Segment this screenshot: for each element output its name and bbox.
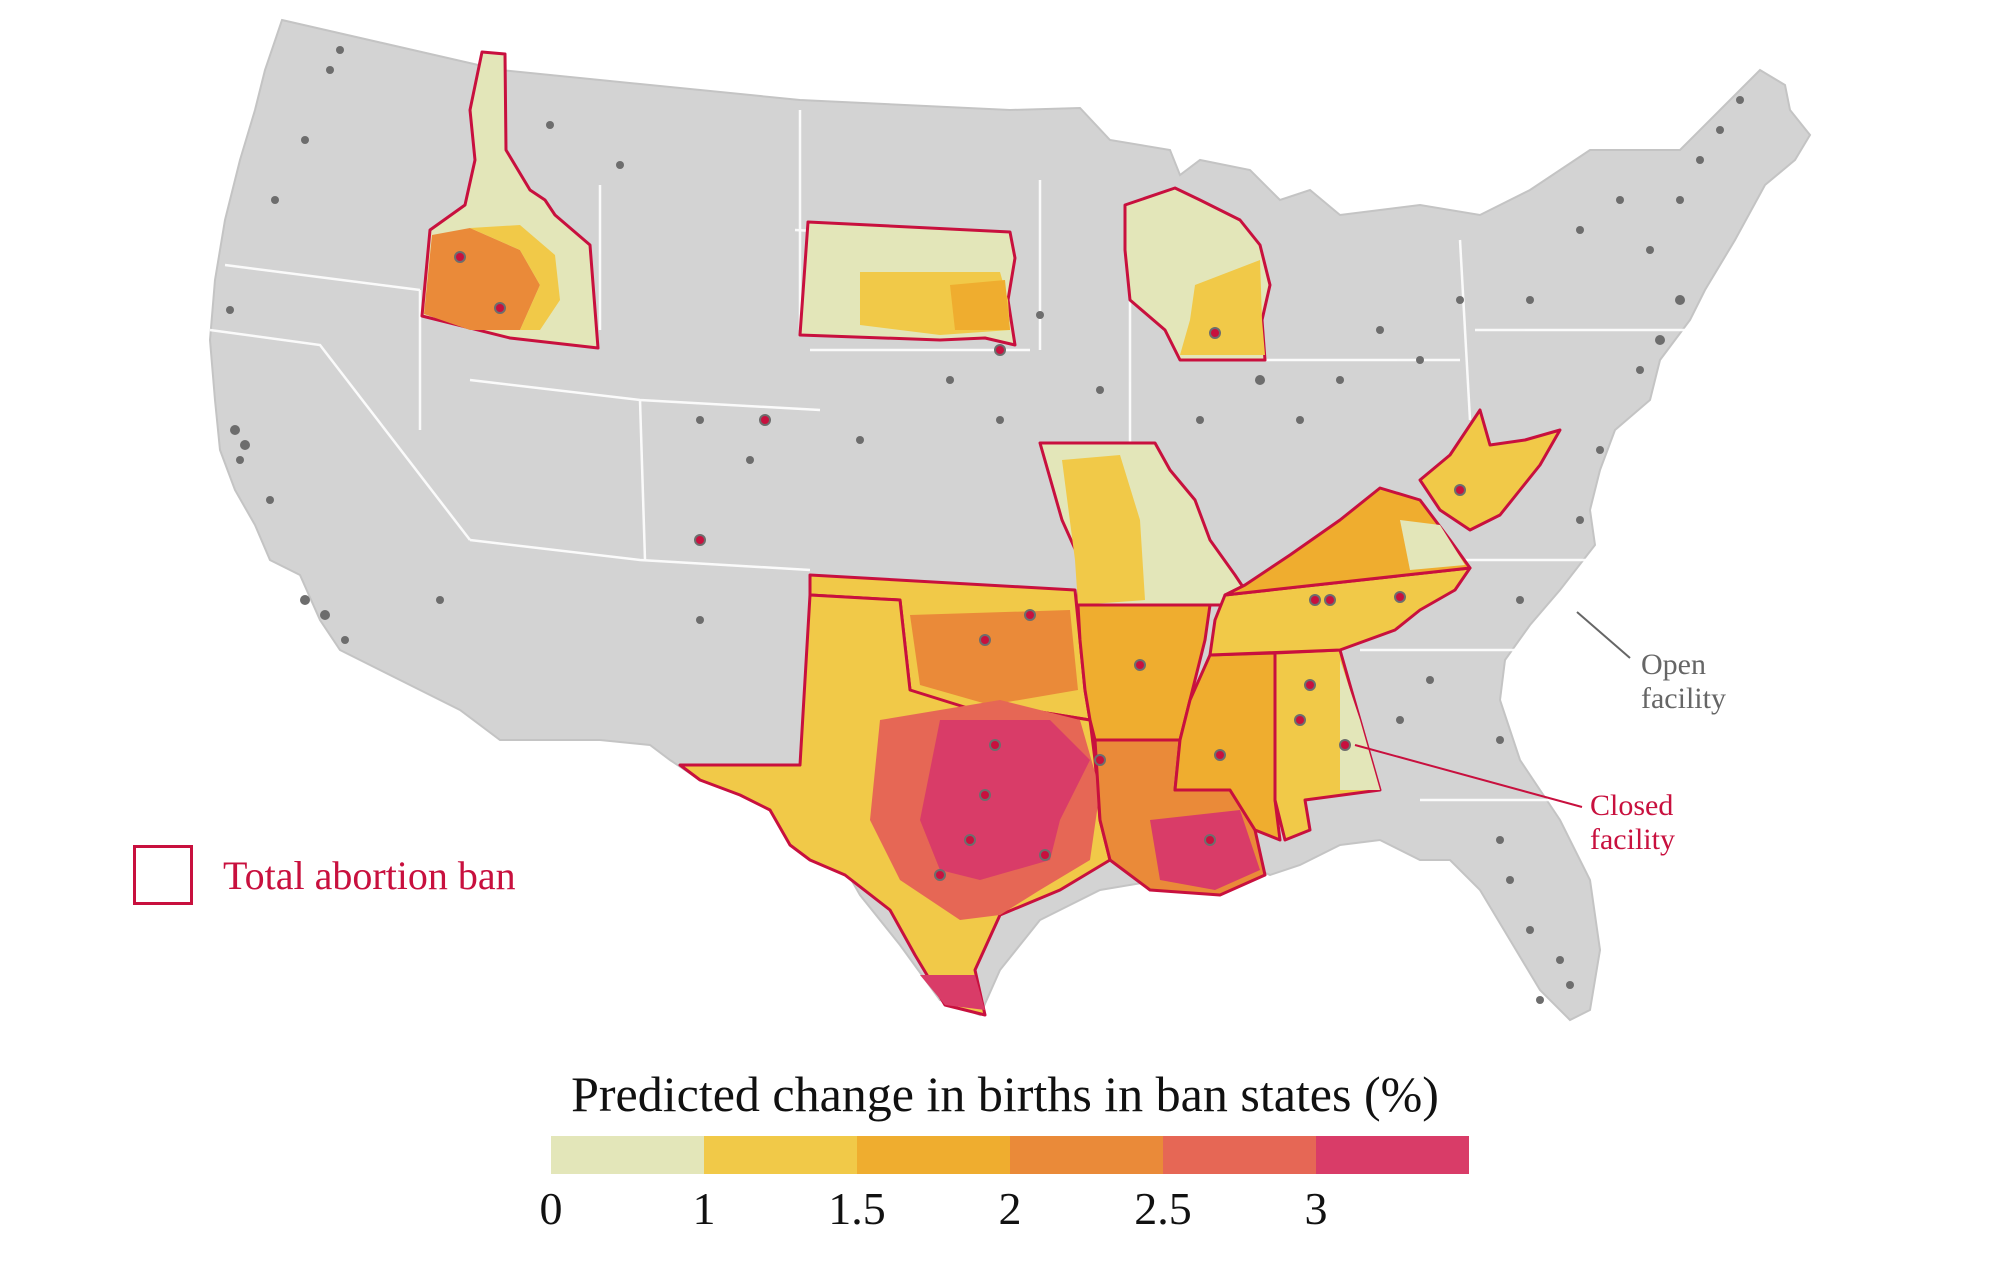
color-scale-title: Predicted change in births in ban states…	[571, 1066, 1439, 1122]
ban-legend: Total abortion ban	[133, 845, 516, 905]
color-scale-tick: 1.5	[828, 1183, 886, 1234]
ban-states	[420, 50, 1562, 1017]
color-scale-bin	[1163, 1136, 1316, 1174]
la-high-zone	[1150, 810, 1260, 890]
us-landmass	[208, 18, 1812, 1022]
ok-mid-zone	[910, 610, 1078, 705]
ban-legend-swatch	[133, 845, 193, 905]
closed-facilities	[454, 251, 1466, 881]
open-facility-line-1: Open	[1641, 648, 1706, 681]
ban-legend-label: Total abortion ban	[223, 852, 516, 898]
color-scale-tick: 2	[998, 1183, 1022, 1234]
color-scale-tick: 0	[539, 1183, 563, 1234]
color-scale-tick: 2.5	[1134, 1183, 1192, 1234]
closed-facility-label: Closed facility	[1590, 789, 1675, 857]
open-facilities	[226, 46, 1744, 1004]
state-west-virginia	[1418, 408, 1562, 532]
color-scale-bin	[857, 1136, 1010, 1174]
color-scale-bin	[1316, 1136, 1469, 1174]
tx-south-zone	[920, 975, 985, 1010]
ky-east-zone	[1400, 520, 1465, 570]
color-scale-tick: 1	[692, 1183, 716, 1234]
idaho-mid-zone	[470, 225, 560, 330]
color-scale-bin	[704, 1136, 857, 1174]
open-facility-line-2: facility	[1641, 682, 1726, 715]
state-alabama	[1273, 648, 1382, 842]
closed-facility-line-1: Closed	[1590, 789, 1674, 822]
color-scale-bar	[551, 1136, 1469, 1174]
state-kentucky	[1223, 486, 1472, 597]
color-scale-bin	[551, 1136, 704, 1174]
closed-facility-line-2: facility	[1590, 823, 1675, 856]
al-east-zone	[1340, 660, 1380, 790]
tx-top-zone	[920, 720, 1090, 880]
mo-west-zone	[1062, 455, 1145, 605]
sd-east-zone	[950, 280, 1010, 330]
open-facility-leader	[1576, 611, 1631, 659]
color-scale-tick: 3	[1304, 1183, 1328, 1234]
wi-mid-zone	[1180, 260, 1265, 355]
idaho-high-zone	[424, 228, 540, 330]
open-facility-label: Open facility	[1641, 648, 1726, 716]
closed-facility-leader	[1354, 744, 1583, 808]
color-scale-bin	[1010, 1136, 1163, 1174]
